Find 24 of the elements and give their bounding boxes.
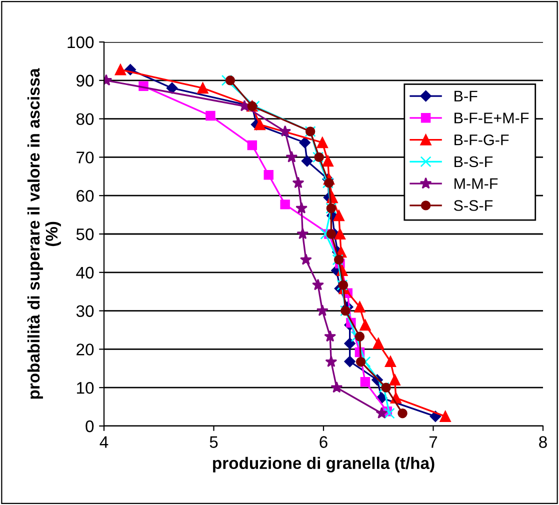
y-tick-label: 60: [76, 190, 94, 202]
x-tick-label: 5: [210, 436, 218, 448]
legend-label: S-S-F: [454, 200, 493, 211]
y-tick-label: 90: [76, 74, 94, 87]
legend-label: B-F-E+M-F: [454, 112, 529, 124]
y-tick-label: 100: [68, 36, 94, 48]
y-axis-title: probabilità di superare il valore in ascissa (%): [27, 68, 61, 399]
x-tick-label: 6: [320, 436, 328, 448]
x-tick-label: 7: [429, 436, 438, 448]
y-tick-label: 20: [76, 344, 94, 356]
y-tick-label: 70: [76, 152, 94, 164]
y-tick-label: 0: [86, 420, 94, 432]
legend-label: B-S-F: [454, 156, 493, 168]
x-tick-label: 8: [539, 436, 547, 448]
y-tick-label: 10: [77, 382, 94, 394]
legend-label: B-F-G-F: [454, 134, 509, 146]
y-tick-label: 80: [76, 113, 94, 126]
legend-label: M-M-F: [454, 178, 498, 189]
y-tick-label: 50: [76, 228, 94, 240]
y-tick-label: 30: [76, 305, 94, 318]
x-tick-label: 4: [100, 436, 108, 448]
legend-label: B-F: [454, 90, 478, 102]
x-axis-title: produzione di granella (t/ha): [213, 456, 434, 472]
y-tick-label: 40: [76, 266, 94, 279]
